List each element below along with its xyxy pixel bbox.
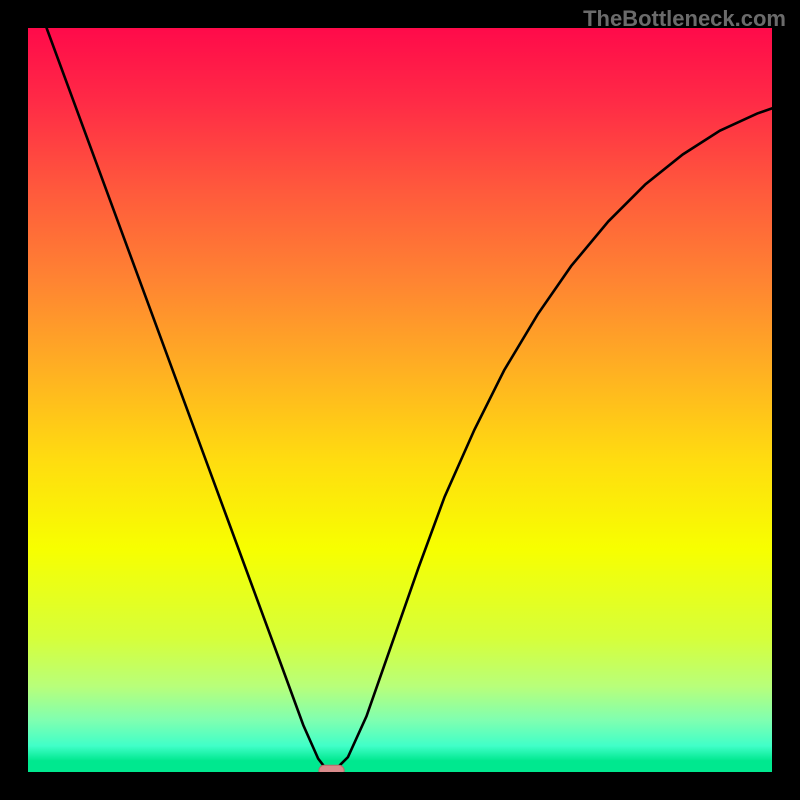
chart-frame: TheBottleneck.com [0, 0, 800, 800]
gradient-background [28, 28, 772, 772]
minimum-marker [319, 765, 344, 772]
chart-svg [28, 28, 772, 772]
plot-area [28, 28, 772, 772]
watermark-text: TheBottleneck.com [583, 6, 786, 32]
